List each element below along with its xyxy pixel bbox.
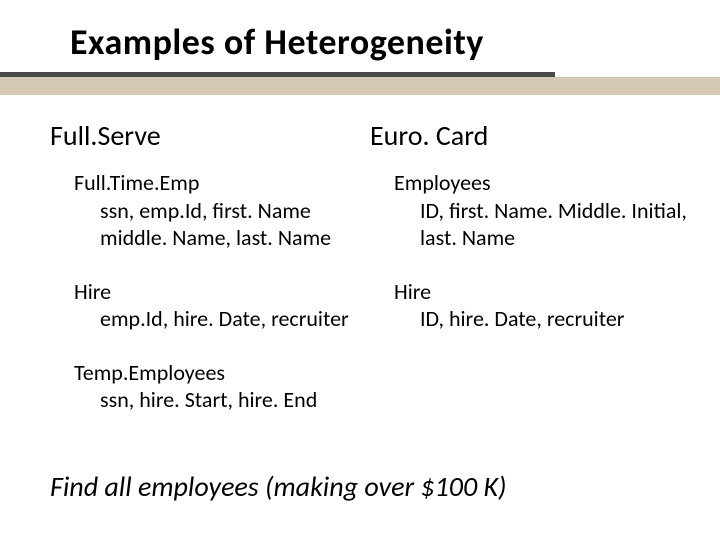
entity-employees: Employees ID, first. Name. Middle. Initi… [370, 169, 690, 252]
entity-fields: ID, first. Name. Middle. Initial, last. … [394, 197, 690, 252]
column-eurocard: Euro. Card Employees ID, first. Name. Mi… [360, 118, 720, 440]
column-header-right: Euro. Card [370, 118, 690, 153]
entity-name: Hire [74, 278, 350, 306]
slide-title: Examples of Heterogeneity [70, 20, 484, 64]
entity-name: Temp.Employees [74, 359, 350, 387]
entity-hire-right: Hire ID, hire. Date, recruiter [370, 278, 690, 333]
query-text: Find all employees (making over $100 K) [50, 469, 507, 504]
entity-fields: emp.Id, hire. Date, recruiter [74, 305, 350, 333]
content-columns: Full.Serve Full.Time.Emp ssn, emp.Id, fi… [0, 118, 720, 440]
slide: Examples of Heterogeneity Full.Serve Ful… [0, 0, 720, 540]
column-fullserve: Full.Serve Full.Time.Emp ssn, emp.Id, fi… [0, 118, 360, 440]
entity-fields: ssn, hire. Start, hire. End [74, 386, 350, 414]
entity-name: Hire [394, 278, 690, 306]
title-rule-light [0, 77, 720, 95]
entity-fulltimeemp: Full.Time.Emp ssn, emp.Id, first. Name m… [50, 169, 350, 252]
entity-name: Full.Time.Emp [74, 169, 350, 197]
entity-fields: ssn, emp.Id, first. Name middle. Name, l… [74, 197, 350, 252]
entity-fields: ID, hire. Date, recruiter [394, 305, 690, 333]
entity-name: Employees [394, 169, 690, 197]
entity-tempemployees: Temp.Employees ssn, hire. Start, hire. E… [50, 359, 350, 414]
column-header-left: Full.Serve [50, 118, 350, 153]
entity-hire-left: Hire emp.Id, hire. Date, recruiter [50, 278, 350, 333]
